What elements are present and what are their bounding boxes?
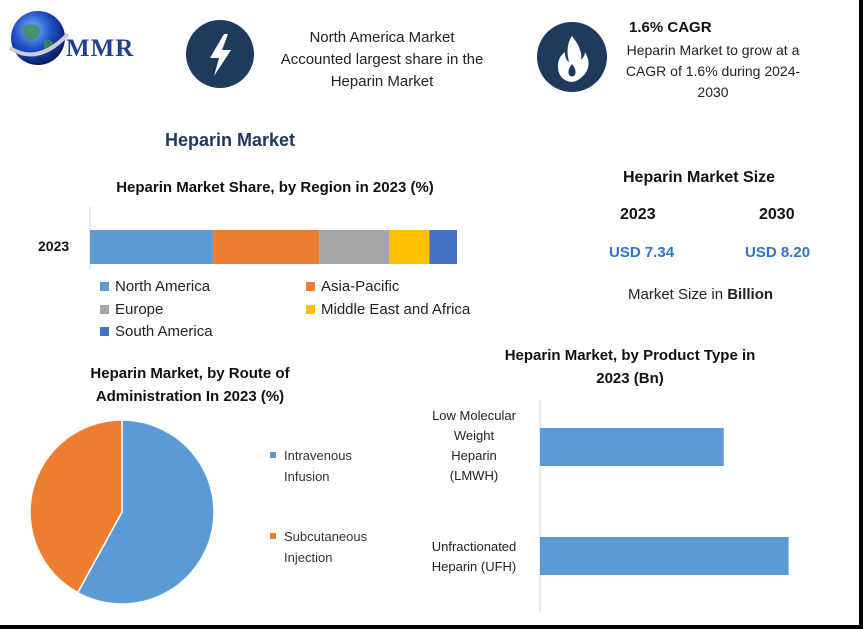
globe-icon <box>8 11 70 65</box>
pie-slice-subcutaneous-injection <box>29 419 123 594</box>
market-size-year-2023: 2023 <box>620 206 656 223</box>
legend-swatch <box>100 305 109 314</box>
legend-middle-east-africa: Middle East and Africa <box>306 301 470 318</box>
product-bar-ufh <box>540 537 789 575</box>
region-bar-segment-south-america <box>429 230 457 264</box>
pie-legend-intravenous: Intravenous Infusion <box>270 445 352 487</box>
region-chart-category-label: 2023 <box>38 238 70 254</box>
product-chart-title-line: Heparin Market, by Product Type in <box>504 347 756 364</box>
lightning-badge <box>186 20 254 88</box>
header-box1-line: Heparin Market <box>330 73 434 90</box>
legend-north-america: North America <box>100 278 210 295</box>
header-box2-line: Heparin Market to grow at a <box>626 42 800 58</box>
legend-label: South America <box>115 323 213 340</box>
legend-swatch <box>270 452 276 458</box>
legend-label: Europe <box>115 301 164 318</box>
legend-label: Asia-Pacific <box>321 278 400 295</box>
product-chart-title-line: 2023 (Bn) <box>596 370 664 387</box>
pie-legend-subcutaneous: Subcutaneous Injection <box>270 526 367 568</box>
legend-label: North America <box>115 278 211 295</box>
header-box2-text: Heparin Market to grow at a CAGR of 1.6%… <box>612 40 814 103</box>
market-size-note-text: Market Size in <box>628 286 728 303</box>
logo[interactable]: MMR <box>8 8 168 68</box>
product-label-line: (LMWH) <box>449 468 499 483</box>
region-chart-title: Heparin Market Share, by Region in 2023 … <box>116 179 434 196</box>
product-label-line: Weight <box>453 428 495 443</box>
flame-badge <box>537 22 607 92</box>
header-box1-line: Accounted largest share in the <box>280 51 484 68</box>
lightning-icon <box>210 34 231 76</box>
pie-legend-line: Intravenous <box>284 448 352 463</box>
legend-asia-pacific: Asia-Pacific <box>306 278 399 295</box>
header-box2-line: CAGR of 1.6% during 2024- <box>625 63 801 79</box>
main-title: Heparin Market <box>165 130 296 150</box>
pie-legend-line: Infusion <box>284 469 330 484</box>
product-bar-lmwh <box>540 428 724 466</box>
market-size-note-unit: Billion <box>727 286 774 303</box>
product-chart-title: Heparin Market, by Product Type in 2023 … <box>462 344 798 390</box>
market-size-value-2030: USD 8.20 <box>745 244 811 261</box>
legend-europe: Europe <box>100 301 163 318</box>
pie-legend-line: Injection <box>284 550 333 565</box>
region-bar-segment-europe <box>319 230 390 264</box>
legend-south-america: South America <box>100 323 213 340</box>
region-bar-segment-asia-pacific <box>212 230 320 264</box>
product-label-line: Heparin <box>451 448 497 463</box>
pie-slice-intravenous-infusion <box>76 419 215 605</box>
pie-legend-line: Subcutaneous <box>284 529 368 544</box>
region-bar-segment-middle-east-and-africa <box>389 230 430 264</box>
cagr-title: 1.6% CAGR <box>629 19 712 36</box>
product-label-line: Low Molecular <box>432 408 516 423</box>
header-box1-line: North America Market <box>309 29 455 46</box>
market-size-title: Heparin Market Size <box>623 169 776 186</box>
legend-label: Middle East and Africa <box>321 301 471 318</box>
header-box1-text: North America Market Accounted largest s… <box>258 27 506 93</box>
flame-icon <box>557 36 589 82</box>
product-label-lmwh: Low Molecular Weight Heparin (LMWH) <box>412 406 536 486</box>
legend-swatch <box>306 305 315 314</box>
legend-swatch <box>270 533 276 539</box>
legend-swatch <box>100 327 109 336</box>
product-label-ufh: Unfractionated Heparin (UFH) <box>412 537 536 577</box>
region-bar-segment-north-america <box>90 230 213 264</box>
logo-text: MMR <box>66 35 135 62</box>
legend-swatch <box>100 282 109 291</box>
header-box2-line: 2030 <box>697 84 729 100</box>
product-label-line: Heparin (UFH) <box>431 559 517 574</box>
market-size-value-2023: USD 7.34 <box>609 244 675 261</box>
route-chart-title: Heparin Market, by Route of Administrati… <box>90 365 290 405</box>
market-size-year-2030: 2030 <box>759 206 795 223</box>
product-label-line: Unfractionated <box>431 539 517 554</box>
legend-swatch <box>306 282 315 291</box>
market-size-note: Market Size in Billion <box>628 286 773 303</box>
